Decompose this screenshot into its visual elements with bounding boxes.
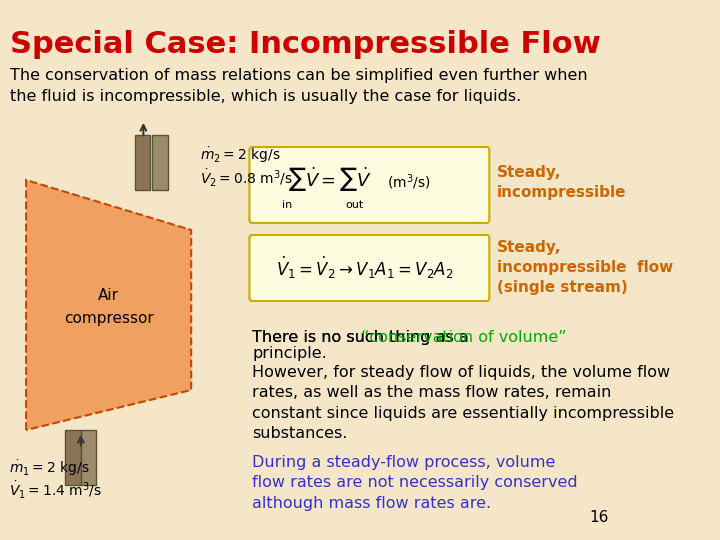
Text: $\dot{m}_2 = 2$ kg/s: $\dot{m}_2 = 2$ kg/s [200, 145, 280, 165]
Text: Air: Air [98, 287, 119, 302]
Text: There is no such thing as a “conservation of volume”: There is no such thing as a “conservatio… [252, 330, 680, 345]
FancyBboxPatch shape [249, 235, 490, 301]
Text: Steady,
incompressible: Steady, incompressible [497, 165, 626, 200]
Text: $\dot{m}_1 = 2$ kg/s: $\dot{m}_1 = 2$ kg/s [9, 458, 89, 478]
Text: in: in [282, 200, 292, 210]
Bar [81, 430, 96, 485]
Bar [135, 135, 150, 190]
Text: 16: 16 [589, 510, 608, 525]
Text: However, for steady flow of liquids, the volume flow
rates, as well as the mass : However, for steady flow of liquids, the… [252, 365, 674, 441]
Text: $\sum \dot{V} = \sum \dot{V}$: $\sum \dot{V} = \sum \dot{V}$ [288, 166, 372, 194]
Text: There is no such thing as a: There is no such thing as a [252, 330, 474, 345]
Text: compressor: compressor [64, 310, 153, 326]
Polygon shape [26, 180, 192, 430]
Text: $\dot{V}_2 = 0.8$ m$^3$/s: $\dot{V}_2 = 0.8$ m$^3$/s [200, 167, 292, 188]
Text: The conservation of mass relations can be simplified even further when
the fluid: The conservation of mass relations can b… [10, 68, 588, 104]
FancyBboxPatch shape [249, 147, 490, 223]
Text: There is no such thing as a: There is no such thing as a [252, 330, 474, 345]
Text: During a steady-flow process, volume
flow rates are not necessarily conserved
al: During a steady-flow process, volume flo… [252, 455, 577, 511]
Bar [152, 135, 168, 190]
Bar [66, 430, 81, 485]
Text: principle.: principle. [252, 346, 327, 361]
Text: “conservation of volume”: “conservation of volume” [361, 330, 567, 345]
Text: $\dot{V}_1 = \dot{V}_2 \rightarrow V_1A_1 = V_2A_2$: $\dot{V}_1 = \dot{V}_2 \rightarrow V_1A_… [276, 255, 454, 281]
Text: Steady,
incompressible  flow
(single stream): Steady, incompressible flow (single stre… [497, 240, 673, 295]
Text: Special Case: Incompressible Flow: Special Case: Incompressible Flow [10, 30, 601, 59]
Text: $\dot{V}_1 = 1.4$ m$^3$/s: $\dot{V}_1 = 1.4$ m$^3$/s [9, 480, 102, 501]
Text: (m$^3$/s): (m$^3$/s) [387, 172, 431, 192]
Text: out: out [346, 200, 364, 210]
